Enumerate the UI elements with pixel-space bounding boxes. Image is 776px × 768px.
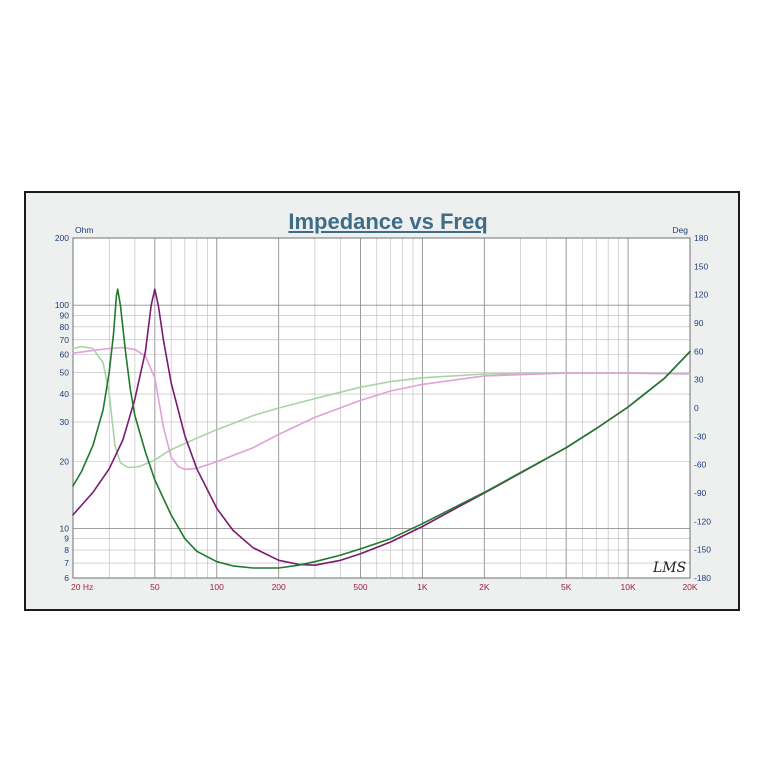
- y-left-tick-label: 80: [60, 322, 70, 332]
- x-tick-label: 100: [210, 582, 224, 592]
- y-right-tick-label: 90: [694, 318, 704, 328]
- y-right-tick-label: -30: [694, 431, 707, 441]
- y-right-tick-label: -90: [694, 488, 707, 498]
- tick-labels: 20 Hz 50 100 200 500 1K 2K 5K 10K 20K200100908070…: [55, 233, 711, 592]
- x-tick-label: 20 Hz: [71, 582, 93, 592]
- y-left-tick-label: 200: [55, 233, 69, 243]
- left-axis-unit: Ohm: [75, 225, 93, 235]
- y-left-tick-label: 9: [64, 534, 69, 544]
- y-right-tick-label: 30: [694, 375, 704, 385]
- lms-logo: LMS: [652, 560, 686, 576]
- x-tick-label: 10K: [621, 582, 636, 592]
- plot-area: [73, 238, 690, 578]
- y-left-tick-label: 40: [60, 389, 70, 399]
- chart-grid: [73, 238, 690, 578]
- y-left-tick-label: 20: [60, 456, 70, 466]
- x-tick-label: 500: [353, 582, 367, 592]
- x-tick-label: 1K: [417, 582, 428, 592]
- y-right-tick-label: 150: [694, 261, 708, 271]
- right-axis-unit: Deg: [672, 225, 688, 235]
- y-left-tick-label: 30: [60, 417, 70, 427]
- series-layer: [72, 288, 691, 569]
- y-left-tick-label: 70: [60, 335, 70, 345]
- y-right-tick-label: 0: [694, 403, 699, 413]
- y-left-tick-label: 60: [60, 350, 70, 360]
- y-left-tick-label: 90: [60, 310, 70, 320]
- y-right-tick-label: -150: [694, 545, 711, 555]
- y-left-tick-label: 7: [64, 558, 69, 568]
- y-left-tick-label: 6: [64, 573, 69, 583]
- chart-title: Impedance vs Freq: [288, 209, 488, 234]
- y-right-tick-label: 180: [694, 233, 708, 243]
- plot-border: [72, 237, 691, 579]
- x-tick-label: 20K: [682, 582, 697, 592]
- y-right-tick-label: -120: [694, 516, 711, 526]
- y-left-tick-label: 10: [60, 523, 70, 533]
- y-left-tick-label: 8: [64, 545, 69, 555]
- y-right-tick-label: -180: [694, 573, 711, 583]
- y-left-tick-label: 100: [55, 300, 69, 310]
- y-right-tick-label: 120: [694, 290, 708, 300]
- x-tick-label: 2K: [479, 582, 490, 592]
- x-tick-label: 200: [272, 582, 286, 592]
- y-left-tick-label: 50: [60, 367, 70, 377]
- x-tick-label: 5K: [561, 582, 572, 592]
- x-tick-label: 50: [150, 582, 160, 592]
- impedance-curve-0: [72, 288, 691, 569]
- y-right-tick-label: 60: [694, 346, 704, 356]
- y-right-tick-label: -60: [694, 460, 707, 470]
